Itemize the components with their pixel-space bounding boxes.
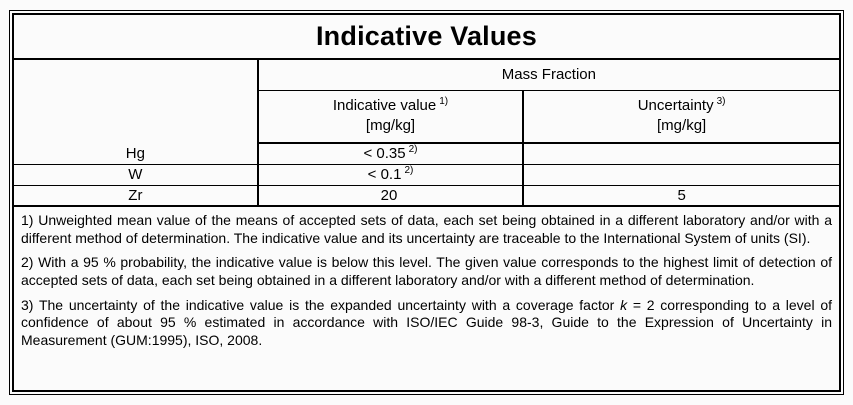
column-header-row: Indicative value 1) [mg/kg] Uncertainty 3)… <box>13 90 840 144</box>
uncertainty-cell <box>522 143 840 165</box>
indicative-value: 20 <box>380 186 398 204</box>
footnote-3-text-before: 3) The uncertainty of the indicative val… <box>21 296 621 313</box>
footnotes-section: 1) Unweighted mean value of the means of… <box>13 206 840 391</box>
group-header-mass-fraction: Mass Fraction <box>257 59 840 91</box>
footnote-ref-1: 1) <box>439 96 449 107</box>
footnotes-cell: 1) Unweighted mean value of the means of… <box>13 206 840 391</box>
column-header-indicative-value-unit: [mg/kg] <box>365 117 416 135</box>
footnote-ref-3: 3) <box>716 96 726 107</box>
footnote-3: 3) The uncertainty of the indicative val… <box>21 297 832 350</box>
indicative-values-table-grid: Indicative Values Mass Fraction Indicati… <box>12 13 841 392</box>
uncertainty-cell <box>522 164 840 186</box>
group-header-row: Mass Fraction <box>13 59 840 143</box>
page-title: Indicative Values <box>13 14 840 60</box>
footnote-ref-2: 2) <box>404 165 414 176</box>
column-header-uncertainty-unit: [mg/kg] <box>657 117 707 135</box>
element-column-corner-cell <box>13 59 259 143</box>
indicative-value-cell: < 0.1 2) <box>257 164 524 186</box>
column-header-indicative-value-label: Indicative value <box>332 97 437 114</box>
title-row: Indicative Values <box>13 14 840 60</box>
footnote-3-coverage-factor-symbol: k <box>620 296 628 313</box>
footnote-ref-2: 2) <box>408 144 418 156</box>
footnote-3-text-after: = 2 corresponding to a level of confiden… <box>21 296 833 348</box>
table-row-zr: Zr 20 5 <box>13 185 840 207</box>
element-cell: W <box>13 164 259 186</box>
indicative-value-cell: < 0.35 2) <box>257 143 524 165</box>
column-header-indicative-value: Indicative value 1) [mg/kg] <box>257 90 524 144</box>
indicative-values-table: Indicative Values Mass Fraction Indicati… <box>9 10 844 395</box>
indicative-value: < 0.35 <box>363 145 406 163</box>
element-cell: Hg <box>13 143 259 165</box>
column-header-uncertainty: Uncertainty 3) [mg/kg] <box>522 90 840 144</box>
table-row-hg: Hg < 0.35 2) <box>13 143 840 165</box>
indicative-value-cell: 20 <box>257 185 524 207</box>
element-cell: Zr <box>13 185 259 207</box>
indicative-value: < 0.1 <box>367 166 402 183</box>
footnote-2: 2) With a 95 % probability, the indicati… <box>21 254 832 288</box>
table-row-w: W < 0.1 2) <box>13 164 840 186</box>
uncertainty-cell: 5 <box>522 185 840 207</box>
footnote-1: 1) Unweighted mean value of the means of… <box>21 212 832 246</box>
column-header-uncertainty-label: Uncertainty <box>637 97 714 114</box>
